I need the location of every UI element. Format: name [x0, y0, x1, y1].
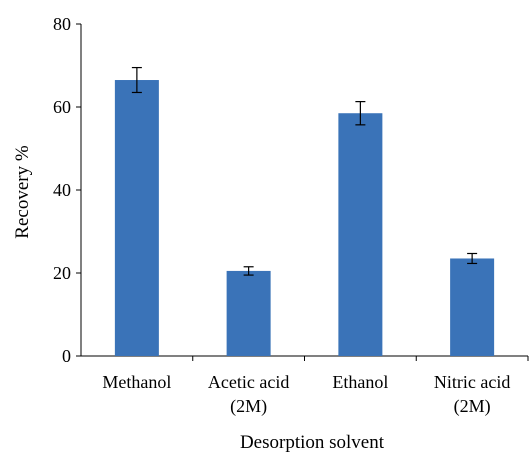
y-tick-label: 40: [53, 180, 71, 200]
x-tick-label: Methanol: [102, 372, 171, 392]
x-tick-label: Nitric acid (2M): [434, 372, 510, 417]
error-bar: [243, 266, 254, 276]
y-tick-label: 20: [53, 263, 71, 283]
y-tick-label: 0: [62, 346, 71, 366]
bars: [114, 80, 495, 357]
x-axis: [81, 355, 529, 361]
x-axis-title: Desorption solvent: [240, 432, 385, 453]
y-axis: 0 20 40 60 80: [53, 14, 82, 366]
bar: [226, 270, 271, 356]
bar: [114, 80, 159, 357]
x-tick-label: Acetic acid (2M): [208, 372, 289, 417]
error-bar: [355, 101, 366, 126]
error-bar: [131, 66, 142, 94]
y-axis-title: Recovery %: [12, 145, 33, 239]
bar: [450, 258, 495, 356]
error-bar: [467, 252, 478, 265]
bar: [338, 113, 383, 356]
y-tick-label: 60: [53, 97, 71, 117]
y-tick-label: 80: [53, 14, 71, 34]
error-bars: [131, 66, 478, 276]
x-tick-label: Ethanol: [332, 372, 388, 392]
category-labels: Methanol Acetic acid (2M) Ethanol Nitric aci…: [102, 372, 510, 417]
